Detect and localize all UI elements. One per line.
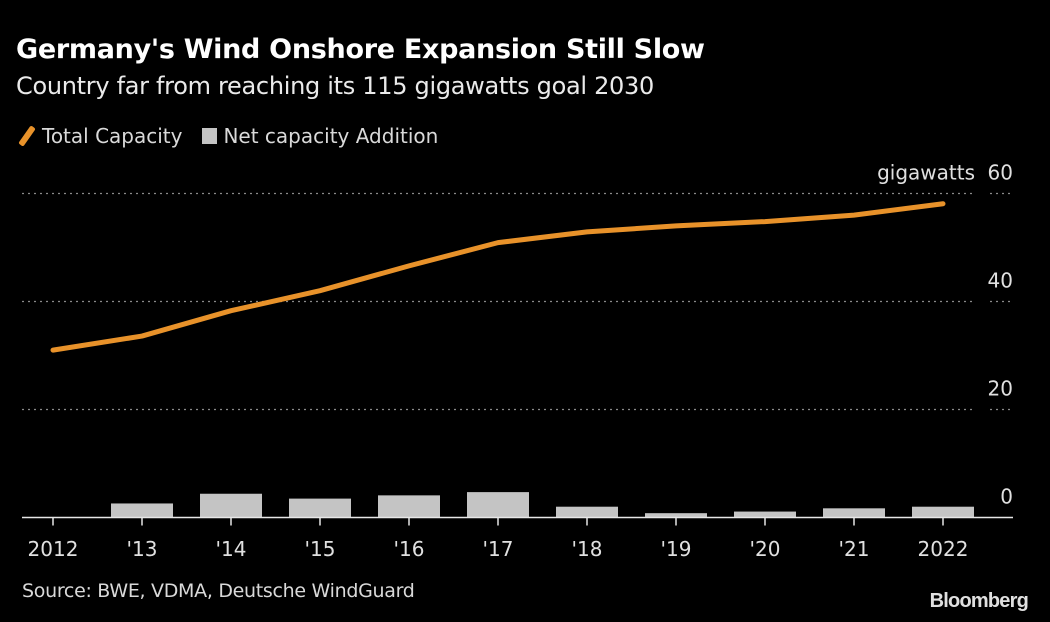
bar-net-addition (378, 495, 440, 518)
line-total-capacity (50, 201, 946, 353)
legend-label: Total Capacity (42, 124, 183, 148)
legend-item-net-addition: Net capacity Addition (202, 124, 438, 148)
x-tick-label: '15 (305, 537, 336, 561)
legend: Total Capacity Net capacity Addition (16, 124, 458, 148)
x-tick-label: '16 (394, 537, 425, 561)
legend-item-total-capacity: Total Capacity (16, 124, 182, 148)
bar-net-addition (556, 506, 618, 518)
y-tick-label: 60 (988, 161, 1013, 185)
x-tick-label: '13 (127, 537, 158, 561)
x-tick-label: '14 (216, 537, 247, 561)
bloomberg-logo: Bloomberg (929, 590, 1029, 612)
bar-net-addition (289, 498, 351, 518)
bar-net-addition (823, 508, 885, 518)
bar-swatch-icon (202, 128, 218, 144)
y-tick-label: 20 (988, 377, 1013, 401)
bar-net-addition (111, 503, 173, 518)
x-tick-label: 2012 (28, 537, 79, 561)
y-tick-label: 0 (1000, 485, 1013, 509)
legend-label: Net capacity Addition (223, 124, 439, 148)
y-unit-label: gigawatts (877, 161, 975, 185)
chart-title: Germany's Wind Onshore Expansion Still S… (16, 34, 705, 65)
bar-net-addition (734, 511, 796, 518)
x-tick-label: 2022 (918, 537, 969, 561)
x-tick-label: '18 (572, 537, 603, 561)
x-tick-label: '20 (750, 537, 781, 561)
bar-net-addition (200, 493, 262, 518)
x-tick-label: '17 (483, 537, 514, 561)
bar-net-addition (645, 513, 707, 518)
x-tick-label: '19 (661, 537, 692, 561)
bar-net-addition (912, 506, 974, 518)
y-tick-label: 40 (988, 269, 1013, 293)
x-tick-label: '21 (839, 537, 870, 561)
bar-net-addition (467, 492, 529, 518)
chart-subtitle: Country far from reaching its 115 gigawa… (16, 72, 654, 100)
source-note: Source: BWE, VDMA, Deutsche WindGuard (22, 580, 415, 602)
